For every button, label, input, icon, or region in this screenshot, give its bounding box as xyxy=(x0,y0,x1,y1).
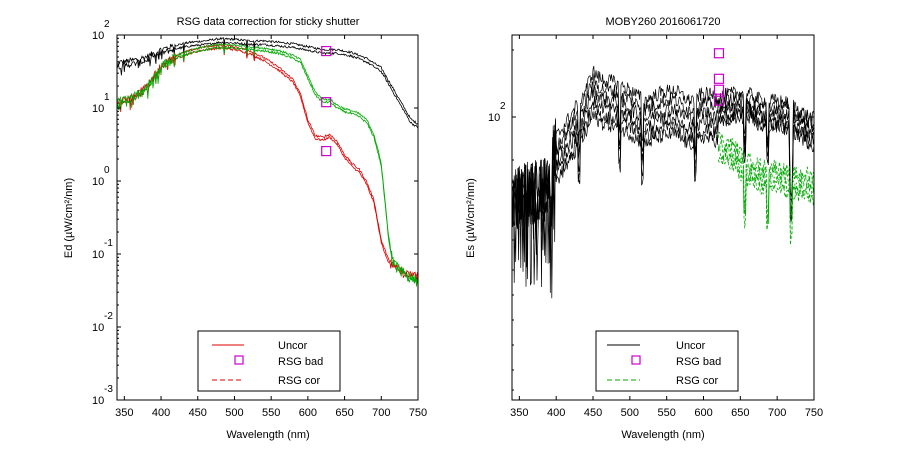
right-y-tick-label-base: 10 xyxy=(488,112,500,124)
right-series-rsg-cor-line-0 xyxy=(717,131,815,218)
left-legend: Uncor RSG bad RSG cor xyxy=(197,330,341,392)
left-x-tick-label: 400 xyxy=(152,407,170,419)
right-rsg-bad-marker-1 xyxy=(713,73,725,84)
left-legend-rsgbad-marker xyxy=(234,355,244,365)
right-series-uncor-line-3 xyxy=(511,95,815,288)
left-y-tick-label-exp: -1 xyxy=(104,238,113,249)
left-x-tick-label: 350 xyxy=(115,407,133,419)
left-x-tick-label: 750 xyxy=(409,407,427,419)
right-y-ticks: 102 xyxy=(488,49,814,391)
right-axes-frame xyxy=(511,34,815,401)
left-series-red-line-0 xyxy=(116,46,419,283)
right-legend-rsgbad-marker xyxy=(631,355,641,365)
left-rsg-bad-marker-2 xyxy=(321,145,332,157)
left-series-black-high-line-1 xyxy=(116,40,419,129)
left-y-tick-label-base: 10 xyxy=(92,103,104,115)
left-legend-rsgbad-label: RSG bad xyxy=(278,356,323,368)
right-y-tick-label-exp: 2 xyxy=(500,101,506,112)
left-y-tick-label-exp: 2 xyxy=(104,19,110,30)
right-chart-title: MOBY260 2016061720 xyxy=(606,16,721,28)
left-rsg-bad-marker-1 xyxy=(321,97,332,108)
right-rsg-bad-marker-2 xyxy=(713,84,725,95)
left-x-ticks: 350 400 450 500 550 600 650 700 750 xyxy=(115,35,427,419)
right-series-rsg-cor-line-1 xyxy=(717,141,815,222)
left-series-green-line-1 xyxy=(116,42,419,283)
left-y-tick-label-base: 10 xyxy=(92,30,104,42)
right-x-ticks: 350 400 450 500 550 600 650 700 750 xyxy=(510,35,823,419)
left-x-tick-label: 450 xyxy=(189,407,207,419)
right-x-tick-label: 500 xyxy=(621,407,639,419)
left-rsg-bad-marker-0 xyxy=(321,45,332,57)
left-y-tick-label-base: 10 xyxy=(92,322,104,334)
right-x-tick-label: 600 xyxy=(694,407,712,419)
left-x-tick-label: 550 xyxy=(262,407,280,419)
right-x-tick-label: 350 xyxy=(510,407,528,419)
right-series-uncor-line-1 xyxy=(511,73,815,255)
right-legend-rsgcor-label: RSG cor xyxy=(676,375,719,387)
left-legend-rsgcor-label: RSG cor xyxy=(278,375,321,387)
right-series-uncor-line-5 xyxy=(511,110,815,299)
left-y-tick-label-exp: 0 xyxy=(104,165,110,176)
left-y-tick-label-base: 10 xyxy=(92,176,104,188)
left-legend-box xyxy=(197,330,341,392)
left-legend-uncor-label: Uncor xyxy=(278,340,308,352)
left-x-tick-label: 650 xyxy=(335,407,353,419)
right-legend-box xyxy=(595,330,739,392)
left-chart-title: RSG data correction for sticky shutter xyxy=(177,16,360,28)
right-x-axis-label: Wavelength (nm) xyxy=(621,429,704,441)
right-x-tick-label: 550 xyxy=(658,407,676,419)
right-legend: Uncor RSG bad RSG cor xyxy=(595,330,739,392)
right-series-rsg-cor-line-3 xyxy=(717,154,815,245)
left-y-tick-label-exp: -3 xyxy=(104,384,113,395)
right-y-axis-label: Es (µW/cm²/nm) xyxy=(465,178,477,258)
right-legend-rsgbad-label: RSG bad xyxy=(676,356,721,368)
left-y-tick-label-base: 10 xyxy=(92,249,104,261)
panel-left-ed: RSG data correction for sticky shutter 3… xyxy=(63,16,427,441)
left-x-axis-label: Wavelength (nm) xyxy=(226,429,309,441)
right-x-tick-label: 400 xyxy=(547,407,565,419)
left-y-tick-label-exp: -2 xyxy=(104,311,113,322)
right-x-tick-label: 750 xyxy=(805,407,823,419)
right-x-tick-label: 450 xyxy=(584,407,602,419)
panel-right-es: MOBY260 2016061720 350 400 450 500 550 600 650… xyxy=(465,16,823,441)
left-x-tick-label: 500 xyxy=(225,407,243,419)
right-rsg-bad-marker-0 xyxy=(713,48,725,59)
right-rsg-bad-marker-3 xyxy=(713,95,725,106)
left-y-tick-label-exp: 1 xyxy=(104,92,110,103)
right-x-tick-label: 700 xyxy=(768,407,786,419)
left-y-tick-label-base: 10 xyxy=(92,395,104,407)
right-x-tick-label: 650 xyxy=(731,407,749,419)
left-plot-area xyxy=(116,36,419,287)
left-y-axis-label: Ed (µW/cm²/nm) xyxy=(63,178,75,258)
left-x-tick-label: 700 xyxy=(372,407,390,419)
left-series-black-high-line-0 xyxy=(116,36,419,125)
right-series-uncor-line-2 xyxy=(511,84,815,286)
right-legend-uncor-label: Uncor xyxy=(676,340,706,352)
right-plot-area xyxy=(511,48,815,299)
left-x-tick-label: 600 xyxy=(299,407,317,419)
left-axes-frame xyxy=(116,34,419,401)
